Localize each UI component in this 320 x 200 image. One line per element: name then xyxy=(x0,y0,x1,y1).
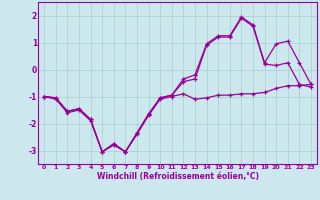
X-axis label: Windchill (Refroidissement éolien,°C): Windchill (Refroidissement éolien,°C) xyxy=(97,172,259,181)
